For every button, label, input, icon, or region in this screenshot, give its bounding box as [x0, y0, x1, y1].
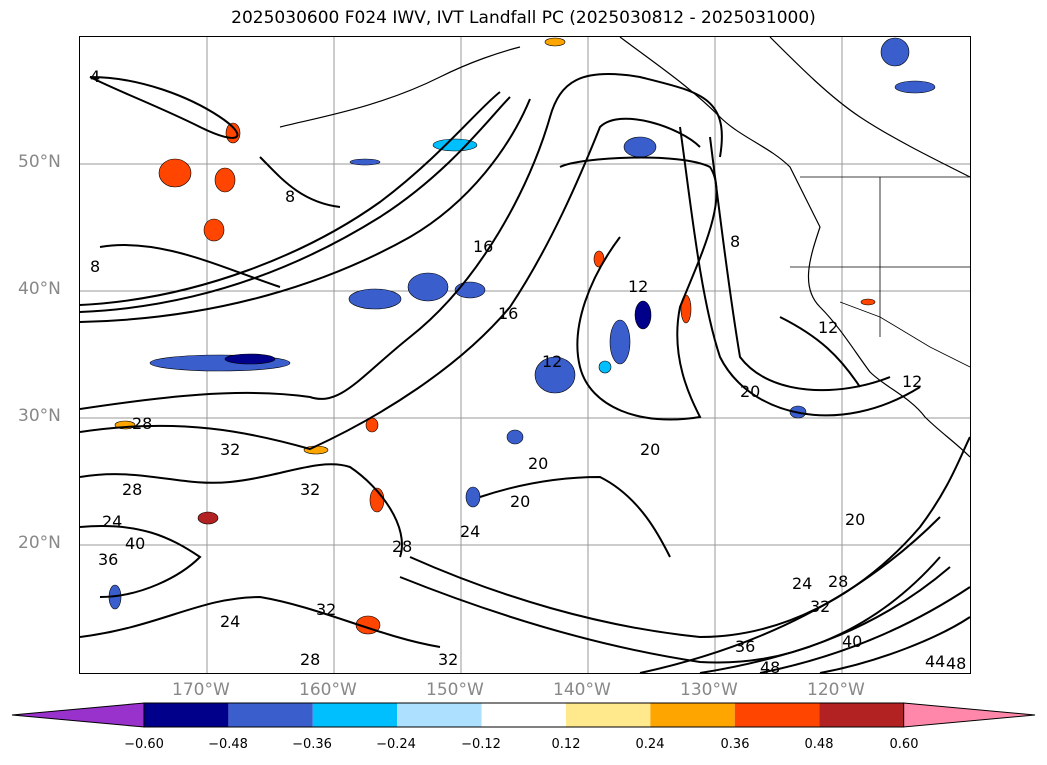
colorbar-tick: −0.36	[292, 737, 332, 752]
colorbar-swatch	[481, 703, 566, 727]
contour-label: 12	[628, 277, 648, 296]
contour-label: 32	[220, 440, 240, 459]
colorbar-swatch	[566, 703, 651, 727]
colorbar	[0, 700, 1047, 734]
colorbar-svg	[11, 702, 1036, 728]
lat-label-20n: 20°N	[18, 533, 61, 553]
colorbar-tick: −0.48	[208, 737, 248, 752]
lon-label-160w: 160°W	[299, 680, 357, 700]
map-panel: 4 8 8 8 12 12 12 12 16 16 20 20 20 20 20…	[79, 36, 971, 677]
colorbar-swatch	[650, 703, 735, 727]
colorbar-swatch	[228, 703, 313, 727]
contour-label: 36	[98, 550, 118, 569]
colorbar-tick: 0.24	[635, 737, 665, 752]
lat-label-40n: 40°N	[18, 279, 61, 299]
contour-label: 20	[640, 440, 660, 459]
contour-label: 16	[473, 237, 493, 256]
lon-label-120w: 120°W	[807, 680, 865, 700]
contour-label: 4	[90, 67, 100, 86]
lon-label-150w: 150°W	[426, 680, 484, 700]
colorbar-tick: −0.12	[461, 737, 501, 752]
colorbar-tick: −0.60	[124, 737, 164, 752]
contour-label: 20	[510, 492, 530, 511]
contour-label: 32	[438, 650, 458, 669]
shaded-anomalies	[108, 37, 936, 610]
contour-label: 48	[760, 658, 780, 673]
contour-label: 24	[460, 522, 480, 541]
contour-label: 12	[542, 352, 562, 371]
lon-label-130w: 130°W	[680, 680, 738, 700]
contour-label: 32	[300, 480, 320, 499]
colorbar-swatch	[819, 703, 904, 727]
colorbar-tick: 0.12	[551, 737, 581, 752]
colorbar-extend-right	[903, 702, 1036, 728]
contour-label: 20	[740, 382, 760, 401]
lat-label-50n: 50°N	[18, 152, 61, 172]
contour-label: 28	[122, 480, 142, 499]
colorbar-tick: 0.48	[804, 737, 834, 752]
contour-label: 44	[925, 652, 945, 671]
contour-label: 48	[946, 654, 966, 673]
coastline	[279, 36, 971, 458]
colorbar-swatch	[312, 703, 398, 727]
colorbar-tick: 0.60	[889, 737, 919, 752]
map-canvas: 4 8 8 8 12 12 12 12 16 16 20 20 20 20 20…	[79, 36, 971, 677]
colorbar-extend-left	[11, 702, 145, 728]
colorbar-tick: −0.24	[376, 737, 416, 752]
contour-label: 20	[528, 454, 548, 473]
contour-label-group: 4 8 8 8 12 12 12 12 16 16 20 20 20 20 20…	[90, 67, 966, 677]
contour-label: 12	[818, 318, 838, 337]
contour-label: 36	[735, 637, 755, 656]
contour-label: 24	[792, 574, 812, 593]
ivt-contours	[79, 73, 971, 674]
contour-label: 8	[730, 232, 740, 251]
contour-label: 40	[125, 534, 145, 553]
contour-label: 28	[828, 572, 848, 591]
contour-label: 8	[285, 187, 295, 206]
colorbar-swatch	[144, 703, 229, 727]
colorbar-outline	[143, 702, 905, 728]
colorbar-swatch	[734, 703, 820, 727]
contour-label: 16	[498, 304, 518, 323]
colorbar-tick: 0.36	[720, 737, 750, 752]
contour-label: 28	[132, 414, 152, 433]
contour-label: 20	[845, 510, 865, 529]
contour-label: 8	[90, 257, 100, 276]
contour-label: 28	[392, 537, 412, 556]
state-borders	[790, 176, 971, 368]
contour-label: 32	[316, 600, 336, 619]
contour-label: 40	[842, 632, 862, 651]
lon-label-170w: 170°W	[172, 680, 230, 700]
contour-label: 28	[300, 650, 320, 669]
contour-label: 32	[810, 597, 830, 616]
contour-label: 24	[220, 612, 240, 631]
contour-label: 12	[902, 372, 922, 391]
contour-label: 24	[102, 512, 122, 531]
lat-label-30n: 30°N	[18, 406, 61, 426]
colorbar-swatch	[397, 703, 482, 727]
map-title: 2025030600 F024 IWV, IVT Landfall PC (20…	[231, 8, 816, 28]
lon-label-140w: 140°W	[553, 680, 611, 700]
